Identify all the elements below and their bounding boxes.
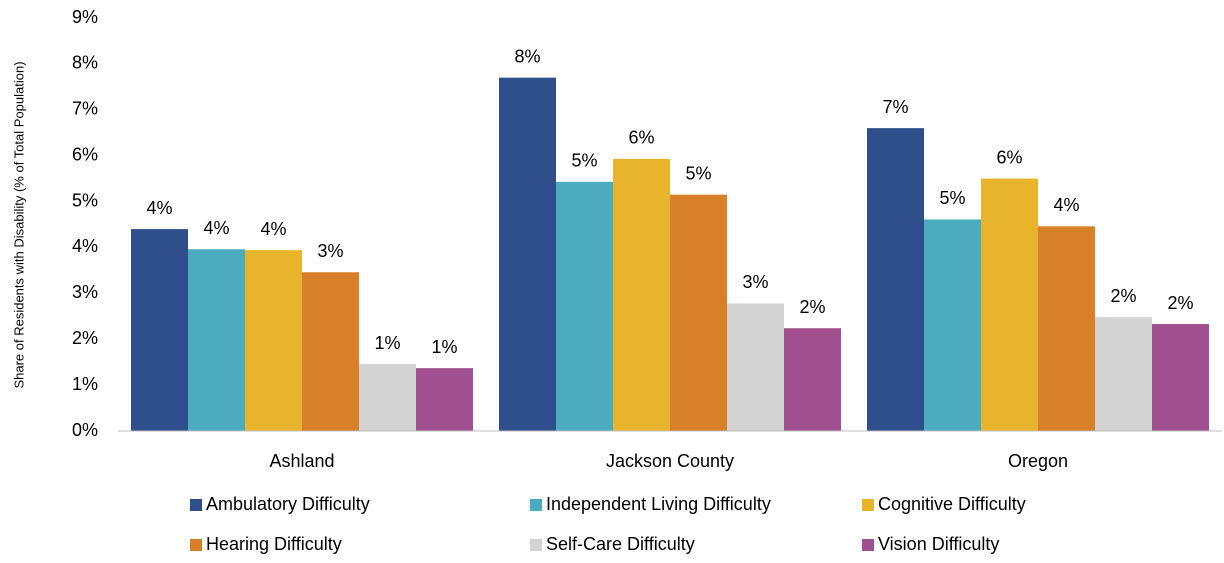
data-label: 4% (260, 219, 286, 239)
bar (924, 219, 981, 431)
bar (1095, 317, 1152, 431)
x-tick-label: Ashland (269, 451, 334, 471)
legend-label: Ambulatory Difficulty (206, 494, 370, 514)
data-label: 4% (146, 198, 172, 218)
bar (670, 194, 727, 431)
data-label: 2% (1110, 286, 1136, 306)
legend-swatch (862, 539, 874, 551)
legend-swatch (190, 539, 202, 551)
legend-label: Vision Difficulty (878, 534, 999, 554)
bar (131, 229, 188, 431)
bar (1152, 324, 1209, 431)
legend-swatch (190, 499, 202, 511)
legend-swatch (530, 539, 542, 551)
bar (556, 181, 613, 431)
y-tick-label: 1% (72, 374, 98, 394)
data-label: 6% (996, 147, 1022, 167)
bar (245, 250, 302, 431)
y-tick-label: 3% (72, 282, 98, 302)
data-label: 8% (514, 46, 540, 66)
data-label: 2% (1167, 293, 1193, 313)
y-tick-label: 8% (72, 53, 98, 73)
data-label: 1% (431, 337, 457, 357)
bar (359, 364, 416, 431)
bar (867, 128, 924, 431)
legend-label: Self-Care Difficulty (546, 534, 695, 554)
data-label: 5% (571, 151, 597, 171)
data-label: 5% (685, 163, 711, 183)
bar (188, 249, 245, 431)
bar (981, 178, 1038, 431)
x-tick-label: Jackson County (606, 451, 734, 471)
bar (302, 272, 359, 431)
data-label: 6% (628, 128, 654, 148)
data-label: 4% (1053, 195, 1079, 215)
x-tick-label: Oregon (1008, 451, 1068, 471)
bar (1038, 226, 1095, 431)
data-label: 3% (317, 241, 343, 261)
y-tick-label: 7% (72, 99, 98, 119)
bar (727, 303, 784, 431)
bar (613, 158, 670, 431)
y-tick-label: 0% (72, 420, 98, 440)
y-axis-label: Share of Residents with Disability (% of… (11, 61, 26, 388)
data-label: 2% (799, 297, 825, 317)
y-tick-label: 2% (72, 328, 98, 348)
y-tick-label: 6% (72, 144, 98, 164)
bar (499, 77, 556, 432)
legend-label: Hearing Difficulty (206, 534, 342, 554)
y-tick-label: 5% (72, 190, 98, 210)
legend-label: Independent Living Difficulty (546, 494, 771, 514)
data-label: 7% (882, 97, 908, 117)
bar (416, 368, 473, 431)
bar (784, 328, 841, 431)
legend-label: Cognitive Difficulty (878, 494, 1026, 514)
data-label: 3% (742, 272, 768, 292)
legend-swatch (862, 499, 874, 511)
legend-swatch (530, 499, 542, 511)
y-tick-label: 9% (72, 7, 98, 27)
y-tick-label: 4% (72, 236, 98, 256)
data-label: 1% (374, 333, 400, 353)
data-label: 5% (939, 188, 965, 208)
data-label: 4% (203, 218, 229, 238)
